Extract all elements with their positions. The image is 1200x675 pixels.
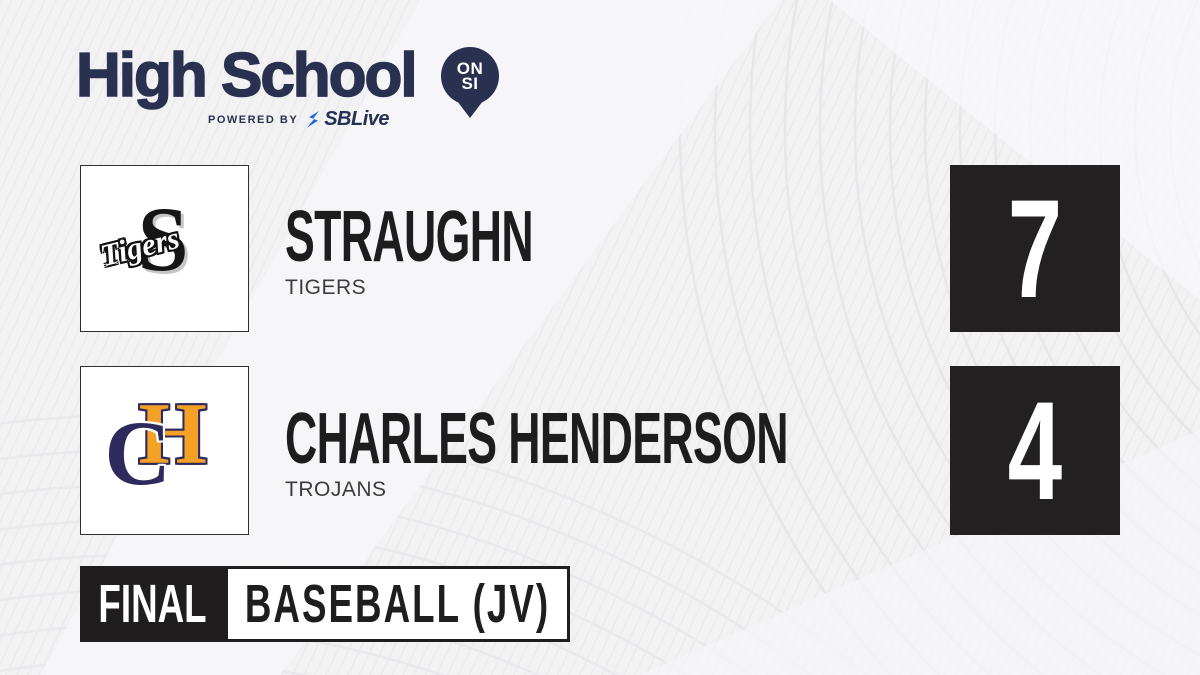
team1-score-box: 7 — [950, 165, 1120, 332]
pin-circle: ON SI — [441, 47, 499, 105]
high-school-brand-title: High School — [75, 40, 418, 111]
pin-text-si: SI — [461, 74, 479, 93]
final-status-label: FINAL — [98, 574, 207, 634]
team1-text-block: STRAUGHN TIGERS — [285, 165, 685, 332]
team1-name: STRAUGHN — [285, 196, 534, 277]
ch-letter-c: C — [104, 401, 171, 504]
charles-henderson-trojans-logo-icon: H C — [105, 390, 221, 507]
team2-score: 4 — [1007, 371, 1063, 529]
pin-text-on: ON — [456, 59, 484, 78]
sblive-wordmark: SBLive — [324, 108, 389, 130]
powered-by-row: POWERED BY SBLive — [208, 108, 389, 131]
team2-mascot: TROJANS — [285, 477, 387, 501]
event-type-badge: BASEBALL (JV) — [225, 566, 570, 642]
pin-tail — [454, 97, 486, 118]
sblive-bolt-icon — [307, 111, 320, 128]
team2-name: CHARLES HENDERSON — [285, 398, 788, 479]
charles-henderson-logo-box: H C — [80, 366, 249, 535]
straughn-logo-box: S Tigers — [80, 165, 249, 332]
straughn-monogram-letter: S — [137, 187, 189, 290]
sblive-logo: SBLive — [305, 108, 389, 131]
team2-text-block: CHARLES HENDERSON TROJANS — [285, 366, 1096, 535]
team2-score-box: 4 — [950, 366, 1120, 535]
game-status-bar: FINAL BASEBALL (JV) — [80, 566, 570, 642]
ch-letter-h: H — [138, 385, 207, 483]
straughn-tigers-logo-icon: S Tigers — [96, 193, 220, 299]
event-type-label: BASEBALL (JV) — [244, 574, 551, 634]
team1-score: 7 — [1007, 169, 1063, 327]
team1-mascot: TIGERS — [285, 275, 367, 299]
final-status-badge: FINAL — [80, 566, 225, 642]
on-si-pin-icon: ON SI — [441, 47, 499, 119]
powered-by-label: POWERED BY — [208, 113, 299, 126]
